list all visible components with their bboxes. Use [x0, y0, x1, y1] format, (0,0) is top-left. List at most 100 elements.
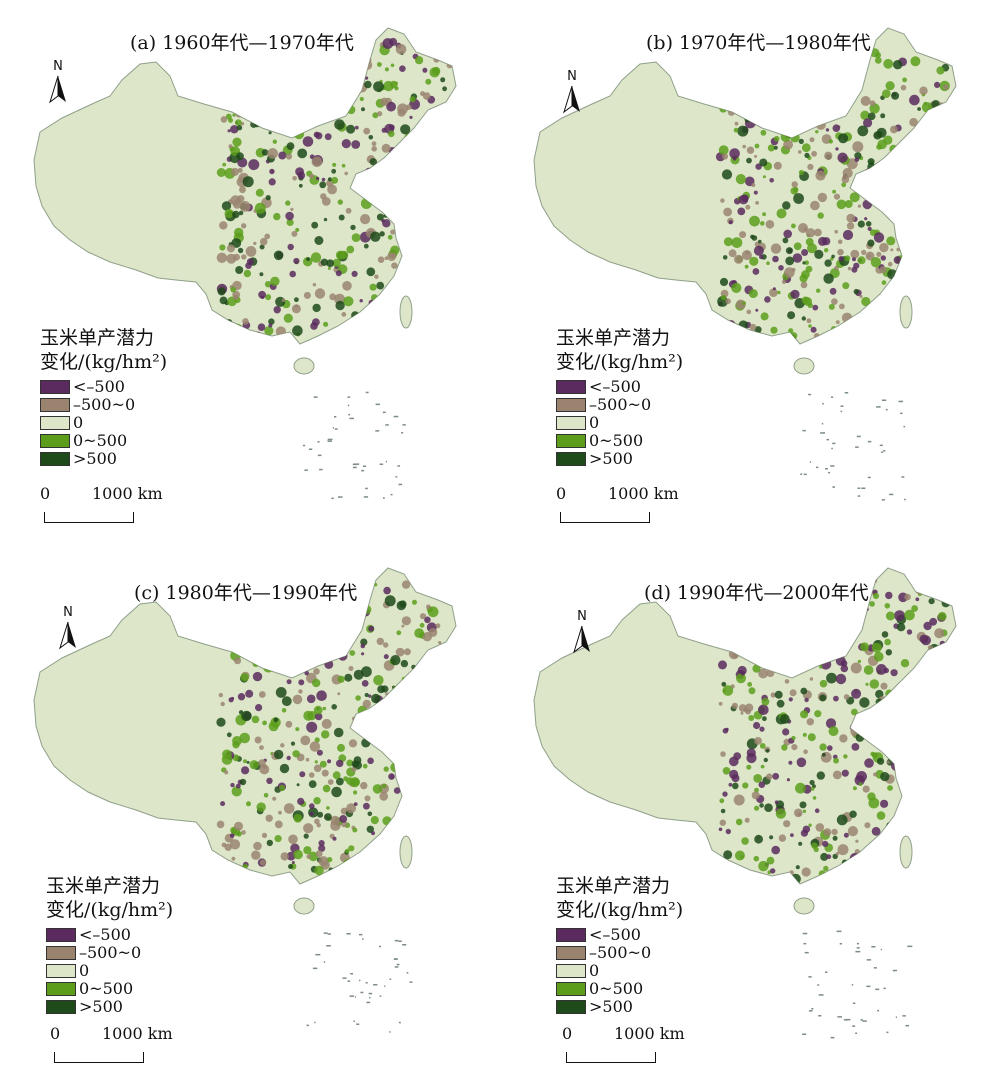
legend-label: –500~0	[79, 943, 142, 962]
map-panel-a: (a) 1960年代—1970年代 N 玉米单产潜力 变化/(kg/hm²) <–5…	[0, 0, 500, 540]
legend-label: <–500	[79, 925, 131, 944]
legend-swatch	[556, 416, 586, 430]
legend-label: –500~0	[589, 395, 652, 414]
legend-label: >500	[79, 997, 123, 1016]
legend-title-line1: 玉米单产潜力	[46, 875, 161, 897]
legend-swatch	[556, 1000, 586, 1014]
china-map-b	[533, 27, 957, 501]
legend-title-line2: 变化/(kg/hm²)	[46, 899, 174, 921]
north-arrow-icon	[59, 621, 76, 650]
hainan-island	[293, 357, 315, 375]
legend-label: 0~500	[589, 431, 644, 450]
north-arrow-c: N	[56, 606, 80, 656]
legend-swatch	[556, 380, 586, 394]
china-landmass	[533, 27, 957, 345]
legend-item: 0	[556, 414, 683, 432]
legend-label: <–500	[589, 377, 641, 396]
legend-title-line1: 玉米单产潜力	[556, 327, 671, 349]
north-arrow-d: N	[570, 610, 594, 660]
china-map-a	[33, 27, 457, 500]
north-arrow-icon	[49, 75, 66, 104]
legend-swatch	[40, 398, 70, 412]
scalebar-end-label: 1000 km	[608, 484, 679, 503]
north-arrow-b: N	[560, 70, 584, 120]
north-label-d: N	[577, 609, 587, 624]
scalebar-b: 0 1000 km	[556, 484, 679, 524]
north-label-c: N	[63, 605, 73, 620]
legend-label: 0~500	[79, 979, 134, 998]
legend-swatch	[40, 416, 70, 430]
south-china-sea-islands	[800, 392, 906, 501]
legend-swatch	[46, 982, 76, 996]
china-landmass	[33, 567, 457, 885]
legend-swatch	[556, 928, 586, 942]
legend-item: –500~0	[40, 396, 167, 414]
legend-item: 0	[46, 962, 173, 980]
legend-item: 0~500	[556, 432, 683, 450]
legend-label: –500~0	[589, 943, 652, 962]
map-panel-d: (d) 1990年代—2000年代 N 玉米单产潜力 变化/(kg/hm²) <–5…	[500, 540, 1000, 1080]
legend-items: <–500 –500~0 0 0~500 >500	[46, 926, 173, 1016]
legend-swatch	[556, 946, 586, 960]
south-china-sea-islands	[302, 391, 406, 500]
legend-label: 0	[73, 413, 84, 432]
legend-items: <–500 –500~0 0 0~500 >500	[556, 378, 683, 468]
legend-swatch	[556, 398, 586, 412]
legend-item: 0~500	[40, 432, 167, 450]
legend-swatch	[46, 1000, 76, 1014]
taiwan-island	[399, 295, 413, 329]
scalebar-line	[566, 1052, 656, 1063]
legend-item: <–500	[46, 926, 173, 944]
legend-title-line2: 变化/(kg/hm²)	[556, 351, 684, 373]
legend-swatch	[556, 964, 586, 978]
legend-label: <–500	[589, 925, 641, 944]
legend-label: –500~0	[73, 395, 136, 414]
north-label-a: N	[53, 59, 63, 74]
legend-b: 玉米单产潜力 变化/(kg/hm²) <–500 –500~0 0 0~500 >500	[556, 326, 683, 468]
scalebar-start-label: 0	[562, 1024, 573, 1043]
scalebar-end-label: 1000 km	[102, 1024, 173, 1043]
south-china-sea-islands	[802, 930, 913, 1039]
legend-a: 玉米单产潜力 变化/(kg/hm²) <–500 –500~0 0 0~500 >500	[40, 326, 167, 468]
legend-label: 0	[589, 413, 600, 432]
legend-title-line2: 变化/(kg/hm²)	[40, 351, 168, 373]
legend-swatch	[46, 964, 76, 978]
legend-swatch	[556, 452, 586, 466]
scalebar-c: 0 1000 km	[50, 1024, 173, 1064]
china-map-d	[533, 567, 957, 1039]
legend-swatch	[40, 434, 70, 448]
legend-swatch	[46, 946, 76, 960]
legend-label: >500	[589, 997, 633, 1016]
legend-item: >500	[556, 998, 683, 1016]
legend-items: <–500 –500~0 0 0~500 >500	[556, 926, 683, 1016]
scalebar-line	[560, 512, 650, 523]
panel-title-c: (c) 1980年代—1990年代	[134, 582, 358, 604]
scalebar-d: 0 1000 km	[562, 1024, 685, 1064]
north-arrow-icon	[563, 85, 580, 114]
legend-item: 0~500	[556, 980, 683, 998]
legend-c: 玉米单产潜力 变化/(kg/hm²) <–500 –500~0 0 0~500 >500	[46, 874, 173, 1016]
legend-item: –500~0	[556, 396, 683, 414]
legend-item: <–500	[40, 378, 167, 396]
panel-title-b: (b) 1970年代—1980年代	[646, 32, 871, 54]
scalebar-start-label: 0	[50, 1024, 61, 1043]
scalebar-start-label: 0	[40, 484, 51, 503]
hainan-island	[793, 357, 815, 375]
scalebar-line	[54, 1052, 144, 1063]
north-arrow-a: N	[46, 60, 70, 110]
legend-item: <–500	[556, 378, 683, 396]
legend-label: 0	[79, 961, 90, 980]
hainan-island	[293, 897, 315, 915]
legend-item: –500~0	[46, 944, 173, 962]
legend-swatch	[556, 434, 586, 448]
legend-title-line1: 玉米单产潜力	[40, 327, 155, 349]
legend-title-line1: 玉米单产潜力	[556, 875, 671, 897]
legend-label: >500	[589, 449, 633, 468]
scalebar-end-label: 1000 km	[614, 1024, 685, 1043]
legend-label: >500	[73, 449, 117, 468]
taiwan-island	[399, 835, 413, 869]
panel-title-d: (d) 1990年代—2000年代	[644, 582, 869, 604]
legend-item: >500	[556, 450, 683, 468]
legend-swatch	[40, 452, 70, 466]
legend-item: >500	[46, 998, 173, 1016]
